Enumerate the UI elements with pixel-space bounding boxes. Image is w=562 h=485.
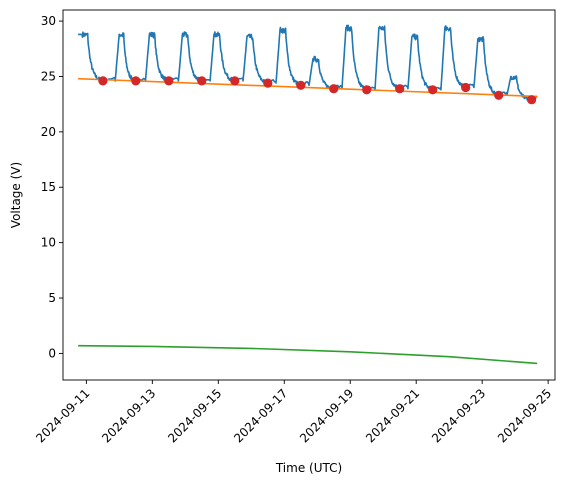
x-axis-label: Time (UTC)	[275, 461, 342, 475]
x-tick-label: 2024-09-11	[33, 386, 92, 445]
minimum-marker-11	[461, 82, 471, 93]
x-tick-label: 2024-09-21	[363, 386, 422, 445]
x-tick-label: 2024-09-17	[231, 386, 290, 445]
y-tick-label: 5	[48, 291, 56, 305]
x-axis: 2024-09-11 2024-09-13 2024-09-15 2024-09-17…	[33, 380, 554, 445]
plot-area	[78, 24, 538, 365]
y-axis-label: Voltage (V)	[9, 162, 23, 228]
minimum-marker-5	[263, 78, 273, 88]
x-tick-label: 2024-09-23	[429, 386, 488, 445]
minimum-marker-1	[131, 76, 141, 86]
x-tick-label: 2024-09-19	[297, 386, 356, 445]
minimum-marker-12	[494, 90, 504, 100]
x-tick-label: 2024-09-13	[99, 386, 158, 445]
y-tick-label: 30	[41, 14, 56, 28]
series-layer	[78, 24, 538, 365]
y-tick-label: 15	[41, 180, 56, 194]
minimum-marker-9	[395, 84, 405, 94]
green-series-line	[78, 344, 538, 365]
voltage-series-line	[78, 24, 538, 102]
y-tick-label: 25	[41, 69, 56, 83]
y-tick-label: 20	[41, 125, 56, 139]
y-axis: 0 5 10 15 20 25 30	[41, 14, 63, 360]
minimum-marker-7	[329, 84, 339, 94]
minimum-marker-6	[296, 80, 306, 90]
x-tick-label: 2024-09-15	[165, 386, 224, 445]
minima-markers	[98, 76, 537, 105]
y-tick-label: 10	[41, 236, 56, 250]
fit-series-line	[78, 77, 538, 98]
plot-frame	[62, 9, 556, 381]
minimum-marker-10	[428, 85, 438, 95]
x-tick-label: 2024-09-25	[495, 386, 554, 445]
minimum-marker-3	[197, 76, 207, 86]
minimum-marker-0	[98, 76, 108, 86]
minimum-marker-13	[527, 95, 537, 105]
minimum-marker-4	[230, 76, 240, 86]
minimum-marker-2	[164, 76, 174, 86]
y-tick-label: 0	[48, 346, 56, 360]
minimum-marker-8	[362, 85, 372, 95]
